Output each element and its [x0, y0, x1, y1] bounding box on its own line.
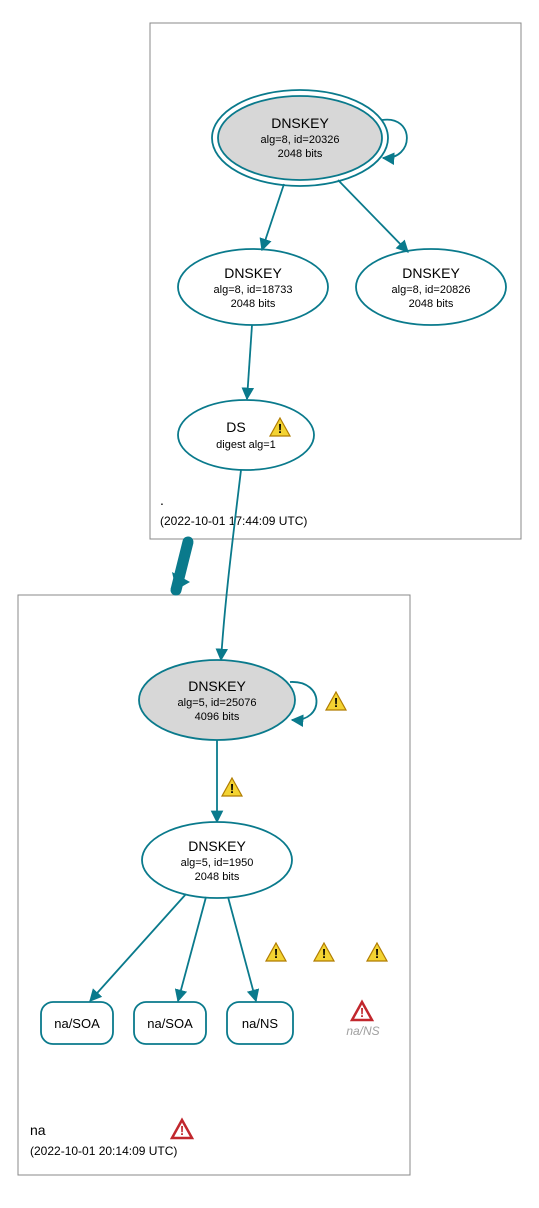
- warn-icon: !: [326, 692, 346, 710]
- svg-text:DNSKEY: DNSKEY: [188, 838, 246, 854]
- warn-icon: !: [314, 943, 334, 961]
- svg-text:alg=8, id=20326: alg=8, id=20326: [261, 134, 340, 146]
- edge-ds-ksk2: [221, 470, 241, 660]
- svg-text:DNSKEY: DNSKEY: [402, 265, 460, 281]
- edge-ksk1-zsk1a: [262, 184, 284, 250]
- edge-zsk2-leaf1: [90, 894, 186, 1001]
- leaf-na-soa-1: na/SOA: [41, 1002, 113, 1044]
- leaf-na-ns-1: na/NS: [227, 1002, 293, 1044]
- error-icon: !: [172, 1120, 192, 1138]
- svg-text:2048 bits: 2048 bits: [409, 298, 454, 310]
- svg-text:!: !: [375, 946, 379, 961]
- svg-text:!: !: [334, 695, 338, 710]
- dnskey-20326-node: DNSKEY alg=8, id=20326 2048 bits: [212, 90, 388, 186]
- svg-text:!: !: [180, 1123, 184, 1138]
- svg-text:na/NS: na/NS: [346, 1024, 379, 1038]
- svg-text:!: !: [278, 421, 282, 436]
- dnskey-1950-node: DNSKEY alg=5, id=1950 2048 bits: [142, 822, 292, 898]
- svg-text:na/NS: na/NS: [242, 1016, 278, 1031]
- svg-text:!: !: [274, 946, 278, 961]
- svg-text:alg=8, id=20826: alg=8, id=20826: [392, 284, 471, 296]
- svg-text:alg=5, id=25076: alg=5, id=25076: [178, 697, 257, 709]
- ds-node: DS digest alg=1: [178, 400, 314, 470]
- zone-na-label: na: [30, 1122, 46, 1138]
- dnskey-18733-node: DNSKEY alg=8, id=18733 2048 bits: [178, 249, 328, 325]
- svg-text:alg=8, id=18733: alg=8, id=18733: [214, 284, 293, 296]
- dnskey-25076-node: DNSKEY alg=5, id=25076 4096 bits: [139, 660, 295, 740]
- edge-ksk1-zsk1b: [338, 180, 408, 252]
- error-icon: !: [352, 1002, 372, 1020]
- dnskey-20826-node: DNSKEY alg=8, id=20826 2048 bits: [356, 249, 506, 325]
- warn-icon: !: [367, 943, 387, 961]
- svg-text:4096 bits: 4096 bits: [195, 711, 240, 723]
- svg-text:DS: DS: [226, 419, 245, 435]
- zone-na-time: (2022-10-01 20:14:09 UTC): [30, 1144, 177, 1158]
- warn-icon: !: [222, 778, 242, 796]
- svg-text:2048 bits: 2048 bits: [231, 298, 276, 310]
- zone-root-label: .: [160, 492, 164, 508]
- edge-zsk1a-ds: [247, 325, 252, 399]
- svg-text:2048 bits: 2048 bits: [195, 871, 240, 883]
- svg-text:digest alg=1: digest alg=1: [216, 439, 276, 451]
- leaf-na-soa-2: na/SOA: [134, 1002, 206, 1044]
- edge-zsk2-leaf2: [178, 897, 206, 1001]
- svg-text:na/SOA: na/SOA: [54, 1016, 100, 1031]
- svg-text:DNSKEY: DNSKEY: [188, 678, 246, 694]
- svg-text:!: !: [322, 946, 326, 961]
- svg-text:!: !: [360, 1005, 364, 1020]
- svg-text:alg=5, id=1950: alg=5, id=1950: [181, 857, 254, 869]
- warn-icon: !: [266, 943, 286, 961]
- svg-text:DNSKEY: DNSKEY: [271, 115, 329, 131]
- edge-zsk2-leaf3: [228, 897, 256, 1001]
- svg-text:DNSKEY: DNSKEY: [224, 265, 282, 281]
- svg-text:!: !: [230, 781, 234, 796]
- svg-text:na/SOA: na/SOA: [147, 1016, 193, 1031]
- svg-text:2048 bits: 2048 bits: [278, 148, 323, 160]
- leaf-na-ns-2: na/NS: [346, 1024, 379, 1038]
